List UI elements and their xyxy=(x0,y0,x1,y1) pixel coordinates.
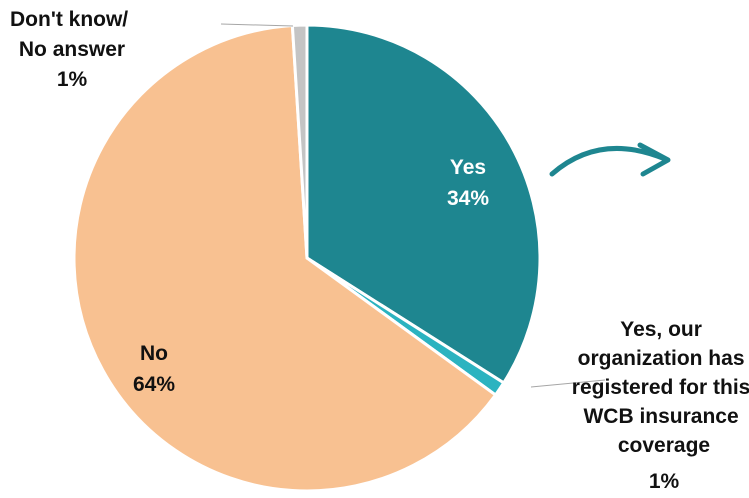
curved-arrow-icon xyxy=(549,142,671,177)
slice-label-dont-know: Don't know/ No answer xyxy=(10,8,134,61)
slice-label-no: No xyxy=(140,342,168,365)
slice-label-dont-know-line1: Don't know/ xyxy=(10,8,128,31)
pie-slices xyxy=(72,23,542,493)
slice-value-dont-know: 1% xyxy=(57,68,88,91)
slice-label-registered-line4: WCB insurance xyxy=(583,405,738,428)
pie-slice-dont-know xyxy=(290,23,309,260)
leader-lines xyxy=(220,23,606,388)
slice-label-registered-line1: Yes, our xyxy=(620,318,702,341)
pie-slice-no xyxy=(72,23,497,493)
slice-label-registered-line3: registered for this xyxy=(572,376,749,399)
slice-label-yes: Yes xyxy=(450,156,486,179)
slice-label-dont-know-line2: No answer xyxy=(19,38,125,61)
slice-label-registered-line5: coverage xyxy=(618,434,710,457)
leader-line-registered xyxy=(530,379,606,388)
slice-value-yes: 34% xyxy=(447,187,489,210)
slice-value-no: 64% xyxy=(133,373,175,396)
slice-value-registered: 1% xyxy=(649,470,680,493)
slice-label-registered: Yes, our organization has registered for… xyxy=(572,318,749,457)
slice-label-registered-line2: organization has xyxy=(578,347,745,370)
leader-line-dont-know xyxy=(220,23,294,27)
